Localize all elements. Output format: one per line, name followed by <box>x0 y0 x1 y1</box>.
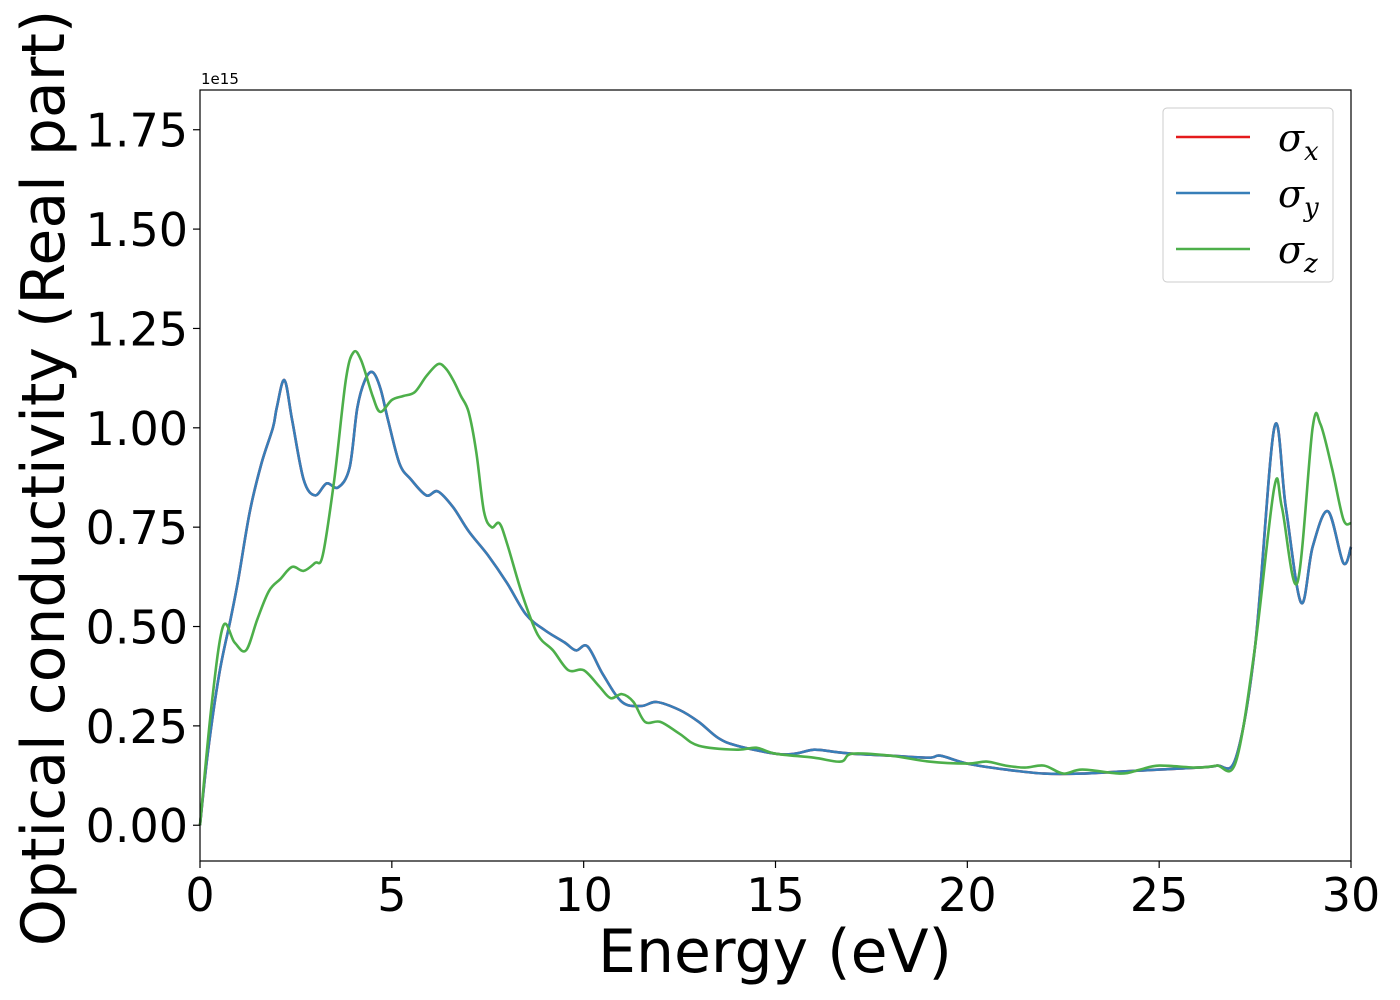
x-axis: 0 5 10 15 20 25 30 <box>185 861 1380 922</box>
legend-label-symbol: σ <box>1278 228 1305 272</box>
y-axis: 0.00 0.25 0.50 0.75 1.00 1.25 1.50 1.75 <box>86 104 200 853</box>
legend-box <box>1162 107 1334 283</box>
x-axis-label: Energy (eV) <box>598 917 952 987</box>
legend-label-subscript: y <box>1303 193 1319 223</box>
y-tick-label: 1.00 <box>86 402 188 456</box>
x-tick-label: 10 <box>554 868 613 922</box>
y-tick-label: 0.50 <box>86 601 188 655</box>
legend-label-symbol: σ <box>1278 172 1305 216</box>
legend-label-subscript: x <box>1304 137 1319 167</box>
y-tick-label: 0.75 <box>86 501 188 555</box>
y-tick-label: 0.00 <box>86 799 188 853</box>
legend-label-subscript: z <box>1303 249 1318 279</box>
y-axis-label: Optical conductivity (Real part) <box>9 10 79 947</box>
legend-label-sigma-x: σx <box>1278 116 1319 167</box>
y-tick-label: 1.50 <box>86 203 188 257</box>
y-tick-label: 1.25 <box>86 302 188 356</box>
series-layer <box>198 349 1353 826</box>
x-tick-label: 25 <box>1130 868 1189 922</box>
legend-label-sigma-z: σz <box>1278 228 1318 279</box>
y-offset-text: 1e15 <box>201 70 239 88</box>
y-tick-label: 1.75 <box>86 104 188 158</box>
y-tick-label: 0.25 <box>86 700 188 754</box>
x-tick-label: 20 <box>938 868 997 922</box>
x-tick-label: 5 <box>377 868 406 922</box>
x-tick-label: 15 <box>746 868 805 922</box>
legend-label-sigma-y: σy <box>1278 172 1319 223</box>
x-tick-label: 0 <box>185 868 214 922</box>
legend-label-symbol: σ <box>1278 116 1305 160</box>
series-line-sigma-z <box>198 349 1352 826</box>
x-tick-label: 30 <box>1322 868 1381 922</box>
